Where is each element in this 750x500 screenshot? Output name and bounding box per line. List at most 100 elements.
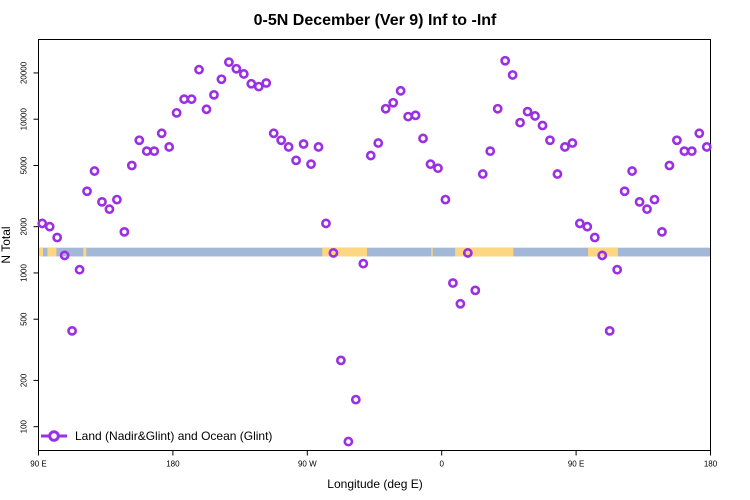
data-point (335, 355, 346, 366)
x-tick-label: 180 (704, 460, 718, 469)
data-point (507, 70, 518, 80)
y-tick-label: 200 (20, 373, 29, 387)
x-tick-label: 90 E (30, 460, 46, 469)
data-point (642, 204, 652, 215)
data-point (313, 142, 324, 152)
land-ocean-band (38, 247, 711, 257)
data-point (119, 226, 130, 237)
data-point (545, 135, 555, 146)
data-point (37, 218, 48, 229)
plot-frame (38, 39, 711, 451)
y-tick-label: 1000 (20, 264, 29, 282)
x-tick-label: 0 (439, 460, 444, 469)
data-point (134, 135, 145, 146)
data-point (89, 166, 100, 176)
data-point (492, 103, 503, 114)
data-point (567, 138, 578, 148)
data-point (291, 155, 301, 166)
data-point (328, 248, 339, 258)
data-point (261, 78, 272, 88)
data-point (59, 250, 70, 261)
data-points (37, 55, 712, 447)
data-point (97, 196, 107, 207)
data-point (589, 232, 600, 243)
data-point (455, 298, 466, 309)
data-point (164, 142, 175, 152)
land-segment (322, 247, 368, 257)
data-point (470, 285, 481, 296)
y-tick-label: 100 (20, 419, 29, 433)
data-point (515, 117, 525, 128)
data-point (298, 139, 309, 149)
data-point (552, 169, 563, 179)
data-point (112, 194, 122, 205)
data-point (186, 94, 197, 105)
data-point (522, 106, 533, 117)
chart-title: 0-5N December (Ver 9) Inf to -Inf (254, 12, 497, 29)
data-point (223, 57, 234, 68)
data-point (418, 133, 428, 144)
ocean-band (38, 247, 711, 257)
data-point (82, 186, 92, 197)
x-axis: 90 E 180 90 W 0 90 E 180 (30, 450, 718, 469)
land-segment (38, 247, 43, 257)
data-point (597, 250, 608, 261)
data-point (179, 94, 189, 105)
data-point (365, 150, 376, 161)
data-point (380, 103, 391, 114)
data-point (321, 218, 331, 229)
data-point (283, 142, 294, 152)
land-segment (431, 247, 433, 257)
data-point (201, 104, 212, 115)
data-point (686, 146, 697, 157)
data-point (485, 146, 496, 157)
y-tick-label: 10000 (20, 108, 29, 131)
data-point (52, 232, 63, 243)
y-axis: 100 200 500 1000 2000 5000 10000 20000 (20, 61, 39, 433)
data-point (500, 55, 511, 66)
data-point (537, 120, 548, 131)
y-tick-label: 500 (20, 312, 29, 326)
data-point (619, 186, 630, 197)
data-point (156, 128, 167, 139)
y-tick-label: 20000 (20, 61, 29, 84)
data-point (141, 146, 152, 157)
data-point (433, 163, 443, 174)
land-segment (47, 247, 57, 257)
land-segment (455, 247, 514, 257)
data-point (388, 97, 399, 108)
data-point (403, 111, 413, 122)
data-point (477, 169, 488, 179)
data-point (238, 69, 249, 79)
data-point (149, 146, 160, 157)
legend: Land (Nadir&Glint) and Ocean (Glint) (41, 429, 272, 443)
data-point (447, 278, 458, 288)
data-point (657, 226, 667, 237)
data-point (672, 135, 682, 146)
data-point (231, 63, 242, 74)
data-point (253, 81, 264, 92)
data-point (627, 166, 637, 176)
data-point (410, 110, 421, 121)
x-tick-label: 90 E (568, 460, 584, 469)
data-point (104, 204, 115, 215)
data-point (574, 218, 585, 229)
data-point (216, 74, 227, 85)
data-point (194, 64, 204, 75)
data-point (649, 194, 660, 205)
data-point (209, 89, 219, 100)
data-point (350, 394, 361, 405)
data-point (634, 196, 645, 207)
data-point (530, 111, 540, 121)
data-point (44, 221, 55, 232)
data-point (612, 264, 623, 275)
data-point (74, 264, 85, 275)
legend-label: Land (Nadir&Glint) and Ocean (Glint) (75, 429, 272, 443)
y-axis-label: N Total (0, 226, 13, 263)
x-tick-label: 180 (166, 460, 180, 469)
data-point (358, 258, 369, 269)
data-point (126, 160, 137, 171)
y-tick-label: 2000 (20, 217, 29, 235)
x-axis-label: Longitude (deg E) (327, 477, 422, 491)
data-point (171, 107, 182, 118)
